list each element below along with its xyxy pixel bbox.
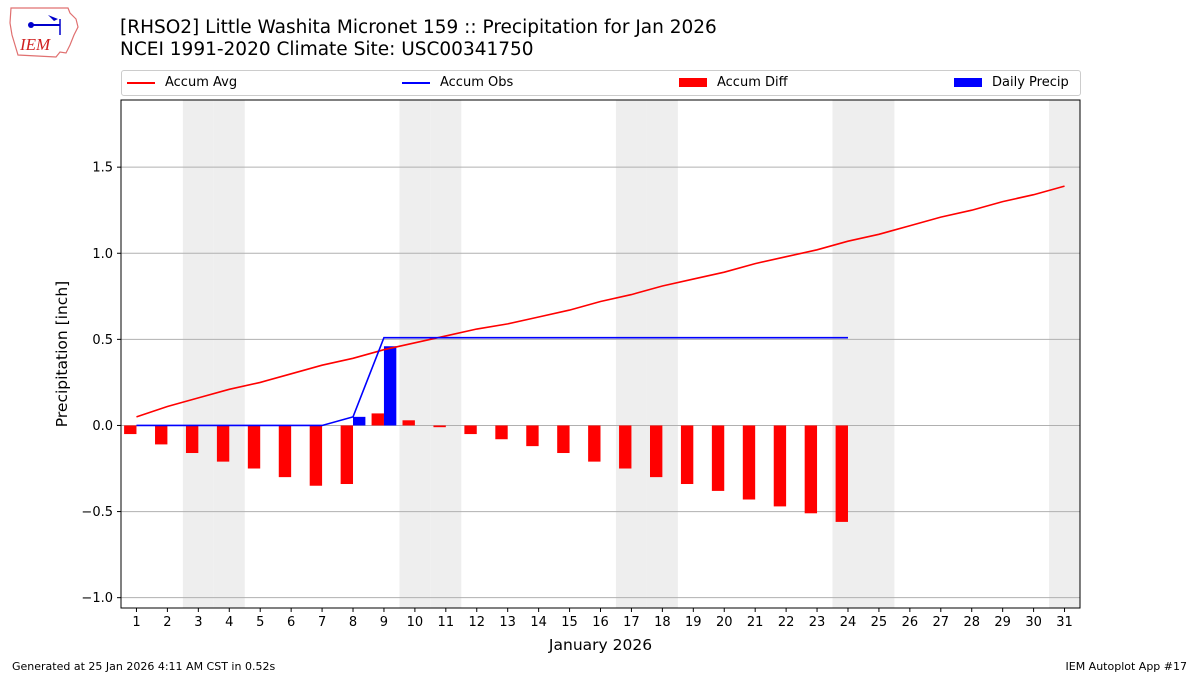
x-tick-label: 30 <box>1025 615 1042 630</box>
weekend-shade <box>863 100 895 608</box>
x-tick-label: 12 <box>468 615 485 630</box>
legend: Accum Avg Accum Obs Accum Diff Daily Pre… <box>121 70 1081 96</box>
x-tick-label: 20 <box>716 615 733 630</box>
footer-app: IEM Autoplot App #17 <box>1065 660 1188 673</box>
accum-avg-line <box>136 185 1065 418</box>
x-tick-label: 3 <box>194 615 202 630</box>
y-tick-label: 1.5 <box>92 161 113 176</box>
legend-swatch <box>402 81 430 84</box>
accum-diff-bar <box>155 425 168 445</box>
accum-diff-bar <box>185 425 199 454</box>
x-tick-label: 22 <box>778 615 795 630</box>
x-tick-label: 18 <box>654 615 671 630</box>
accum-diff-bar <box>649 425 663 478</box>
legend-accum-avg: Accum Avg <box>127 75 237 90</box>
accum-diff-bar <box>773 425 787 507</box>
accum-diff-bar <box>402 420 415 426</box>
weekend-shade <box>430 100 462 608</box>
accum-diff-bar <box>340 425 354 485</box>
x-tick-label: 17 <box>623 615 640 630</box>
daily-precip-bar <box>383 346 397 426</box>
accum-diff-bar <box>309 425 323 486</box>
accum-diff-bar <box>680 425 694 485</box>
x-tick-label: 4 <box>225 615 233 630</box>
x-tick-label: 15 <box>561 615 578 630</box>
legend-label: Accum Avg <box>165 75 238 90</box>
legend-daily-precip: Daily Precip <box>954 75 1069 90</box>
accum-diff-bar <box>557 425 570 454</box>
legend-accum-obs: Accum Obs <box>402 75 513 90</box>
accum-diff-bar <box>278 425 292 478</box>
accum-diff-bar <box>495 425 508 440</box>
x-axis-label: January 2026 <box>548 636 652 654</box>
accum-diff-bar <box>835 425 848 522</box>
y-tick-label: −0.5 <box>81 505 113 520</box>
accum-diff-bar <box>742 425 756 500</box>
x-tick-label: 21 <box>747 615 764 630</box>
accum-diff-bar <box>433 425 446 428</box>
weekend-shade <box>646 100 678 608</box>
logo: IEM <box>8 5 80 59</box>
y-tick-label: −1.0 <box>81 591 113 606</box>
x-tick-label: 16 <box>592 615 609 630</box>
x-tick-label: 6 <box>287 615 295 630</box>
accum-diff-bar <box>464 425 477 435</box>
chart-subtitle: NCEI 1991-2020 Climate Site: USC00341750 <box>120 39 534 60</box>
x-tick-label: 14 <box>530 615 547 630</box>
svg-text:IEM: IEM <box>19 35 51 54</box>
x-tick-label: 7 <box>318 615 326 630</box>
weekend-shade <box>182 100 214 608</box>
weekend-shade <box>832 100 864 608</box>
legend-swatch <box>954 78 982 87</box>
y-axis-label: Precipitation [inch] <box>53 281 71 427</box>
x-tick-label: 27 <box>933 615 950 630</box>
legend-swatch <box>127 81 155 84</box>
x-tick-label: 1 <box>132 615 140 630</box>
x-tick-label: 5 <box>256 615 264 630</box>
y-tick-label: 0.0 <box>92 419 113 434</box>
weekend-shade <box>399 100 431 608</box>
legend-swatch <box>679 78 707 87</box>
accum-diff-bar <box>124 425 137 435</box>
accum-diff-bar <box>216 425 230 462</box>
accum-obs-line <box>136 336 848 427</box>
legend-label: Accum Obs <box>440 75 514 90</box>
footer-generated: Generated at 25 Jan 2026 4:11 AM CST in … <box>12 660 276 673</box>
y-tick-label: 0.5 <box>92 333 113 348</box>
accum-diff-bar <box>619 425 632 469</box>
legend-accum-diff: Accum Diff <box>679 75 788 90</box>
x-tick-label: 10 <box>407 615 424 630</box>
accum-diff-bar <box>371 413 384 426</box>
x-tick-label: 23 <box>809 615 826 630</box>
x-tick-label: 29 <box>994 615 1011 630</box>
accum-diff-bar <box>526 425 539 447</box>
x-tick-label: 24 <box>840 615 857 630</box>
weekend-shade <box>1049 100 1080 608</box>
legend-label: Accum Diff <box>717 75 788 90</box>
y-tick-label: 1.0 <box>92 247 113 262</box>
x-tick-label: 25 <box>871 615 888 630</box>
x-tick-label: 2 <box>163 615 171 630</box>
x-tick-label: 9 <box>380 615 388 630</box>
x-tick-label: 11 <box>438 615 455 630</box>
x-tick-label: 28 <box>963 615 980 630</box>
accum-diff-bar <box>588 425 601 462</box>
x-tick-label: 13 <box>499 615 516 630</box>
accum-diff-bar <box>711 425 725 491</box>
x-tick-label: 31 <box>1056 615 1073 630</box>
accum-diff-bar <box>804 425 818 514</box>
weekend-shade <box>213 100 245 608</box>
accum-diff-bar <box>247 425 261 469</box>
x-tick-label: 19 <box>685 615 702 630</box>
x-tick-label: 26 <box>902 615 919 630</box>
weekend-shade <box>615 100 647 608</box>
daily-precip-bar <box>353 416 366 426</box>
chart-title: [RHSO2] Little Washita Micronet 159 :: P… <box>120 17 717 38</box>
x-tick-label: 8 <box>349 615 357 630</box>
plot-frame <box>120 99 1081 609</box>
legend-label: Daily Precip <box>992 75 1069 90</box>
